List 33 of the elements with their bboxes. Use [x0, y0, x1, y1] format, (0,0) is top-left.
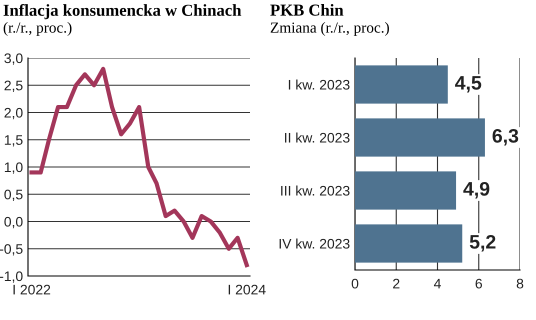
x-tick-label: 4 — [434, 278, 441, 288]
bar — [355, 171, 456, 210]
x-tick-label: 0 — [352, 278, 358, 289]
y-tick-label: 2,0 — [4, 108, 23, 120]
x-tick-label: 8 — [516, 278, 524, 289]
y-tick-label: 2,5 — [4, 80, 23, 92]
y-tick-label: 1,0 — [4, 162, 23, 174]
chart-title: PKB Chin — [270, 4, 344, 16]
y-tick-label: -1,0 — [0, 271, 23, 283]
line-series — [29, 66, 249, 268]
text: 4,5 — [455, 76, 482, 93]
text: 4,9 — [463, 182, 490, 199]
chart-title: Inflacja konsumencka w Chinach — [4, 4, 242, 20]
y-tick-label: 1,5 — [4, 135, 23, 147]
x-tick-label: I 2024 — [228, 284, 266, 295]
y-tick-label: 3,0 — [4, 53, 23, 65]
chart-subtitle: (r./r., proc.) — [4, 22, 72, 36]
y-tick-label: III kw. 2023 — [281, 185, 350, 196]
chart-subtitle: Zmiana (r./r., proc.) — [270, 22, 389, 36]
y-tick-label: 0,5 — [4, 190, 23, 202]
x-tick-label: 2 — [393, 278, 400, 288]
y-tick-label: IV kw. 2023 — [280, 238, 350, 249]
bar — [355, 118, 485, 157]
text: 5,2 — [470, 234, 496, 252]
y-tick-label: I kw. 2023 — [288, 79, 350, 90]
x-tick-label: 6 — [476, 278, 482, 289]
x-tick-label: I 2022 — [14, 284, 50, 295]
bar — [355, 65, 448, 104]
y-tick-label: -0,5 — [0, 244, 23, 256]
y-tick-label: II kw. 2023 — [285, 132, 350, 143]
text: 6,3 — [492, 128, 518, 146]
y-tick-label: 0,0 — [4, 216, 23, 228]
bar — [355, 224, 462, 263]
